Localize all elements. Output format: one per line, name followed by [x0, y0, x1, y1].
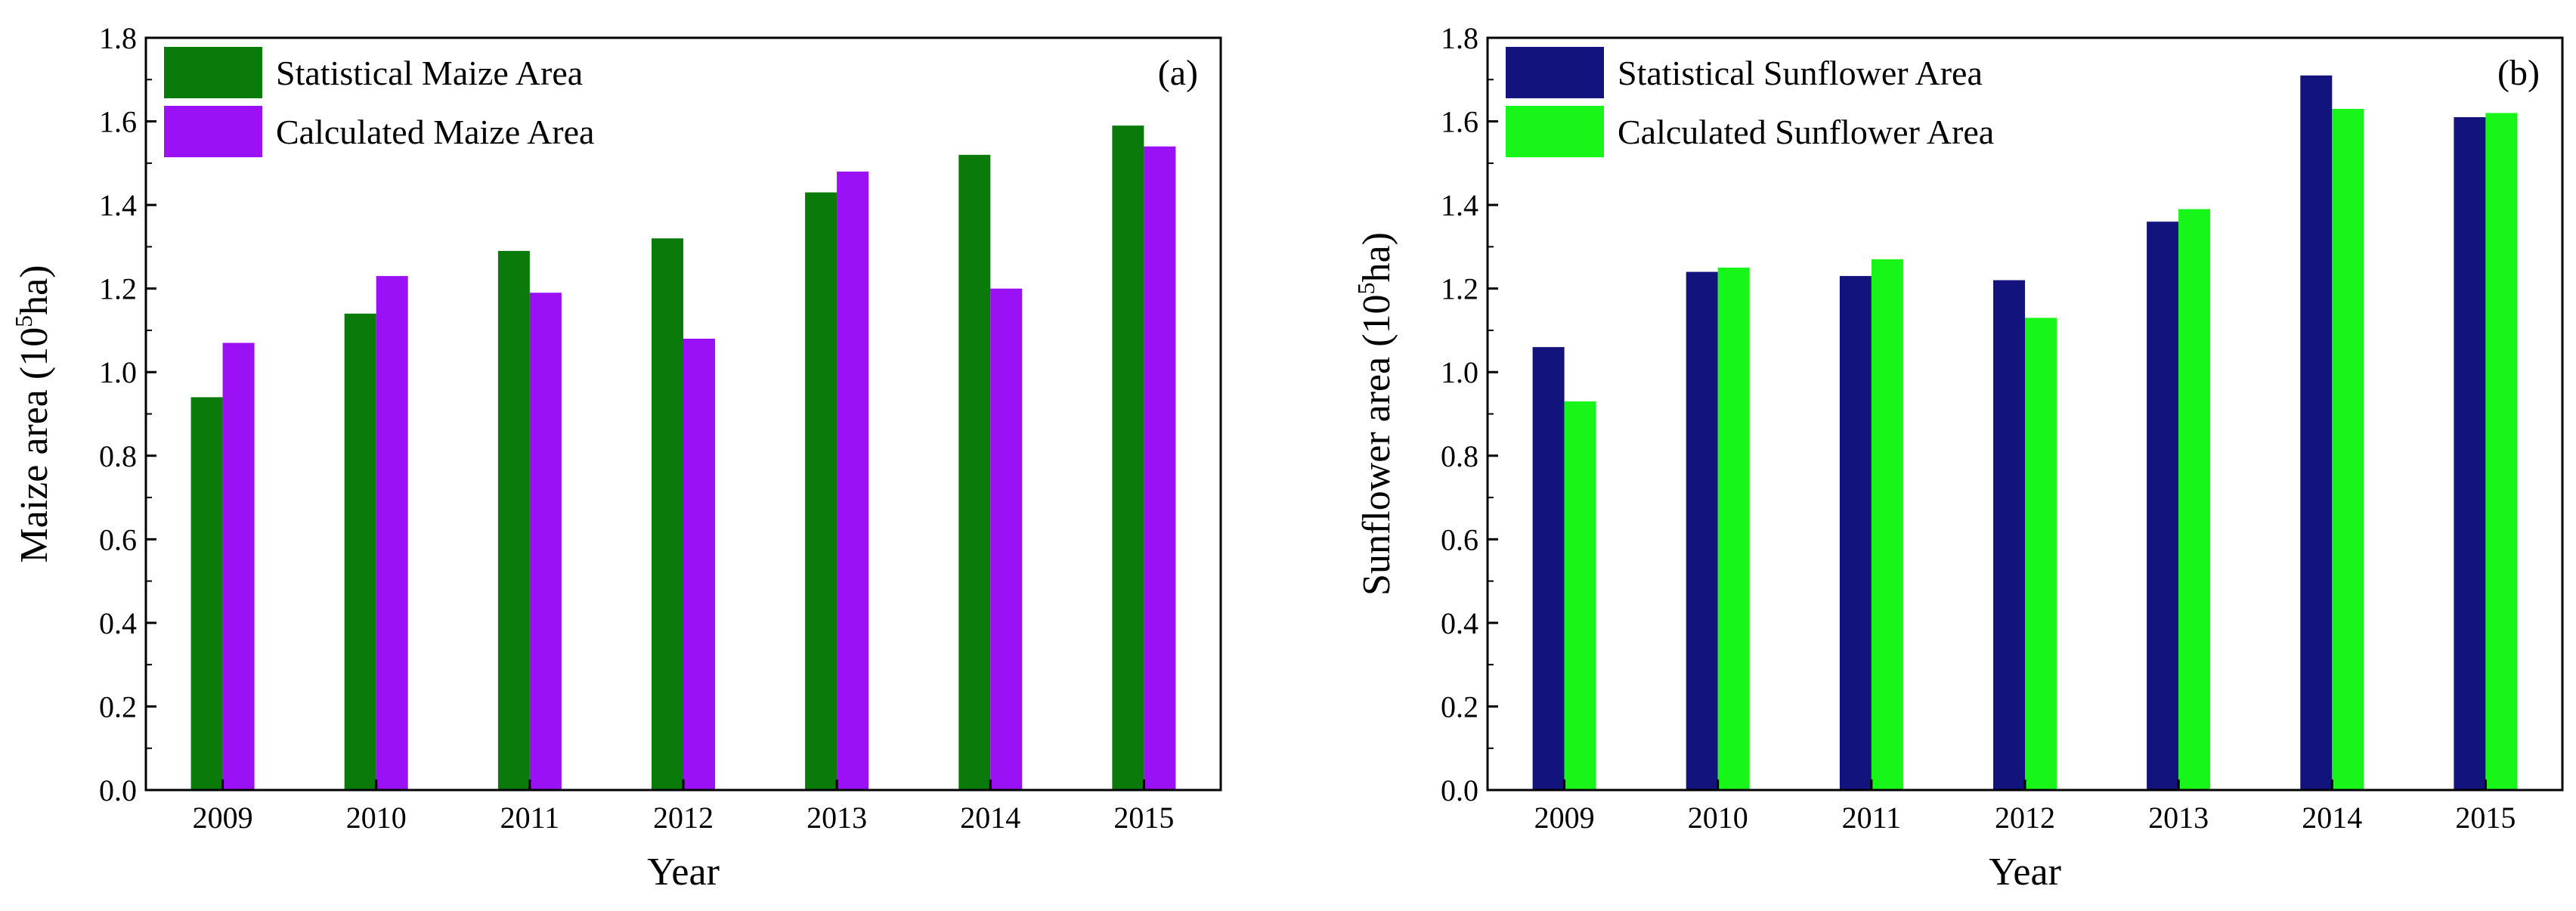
legend-swatch-0: [164, 47, 262, 98]
y-tick-label: 0.6: [99, 522, 137, 556]
y-tick-label: 0.0: [1441, 773, 1478, 807]
bar-a-s0-2012: [652, 238, 683, 790]
x-tick-label: 2009: [1534, 801, 1595, 835]
x-tick-label: 2011: [1842, 801, 1902, 835]
y-axis-title: Sunflower area (105ha): [1352, 232, 1398, 596]
y-tick-label: 0.0: [99, 773, 137, 807]
y-axis-title-main: Maize area (10: [13, 327, 56, 563]
bar-b-s0-2014: [2300, 75, 2333, 791]
legend-label-1: Calculated Maize Area: [276, 113, 594, 151]
bar-b-s1-2009: [1564, 401, 1596, 790]
bar-b-s0-2012: [1993, 280, 2025, 791]
bar-a-s1-2010: [376, 276, 408, 791]
y-tick-label: 1.4: [99, 188, 137, 222]
legend-swatch-0: [1506, 47, 1604, 98]
bar-a-s0-2009: [190, 397, 223, 790]
bar-b-s0-2015: [2454, 117, 2486, 790]
y-tick-label: 0.8: [99, 439, 137, 473]
y-tick-label: 1.2: [1441, 272, 1478, 306]
bar-a-s1-2013: [837, 171, 869, 790]
bar-a-s0-2010: [344, 313, 376, 790]
panel-label: (a): [1158, 53, 1198, 93]
legend-label-0: Statistical Maize Area: [276, 54, 583, 92]
y-tick-label: 1.6: [1441, 105, 1478, 139]
bar-a-s1-2012: [683, 339, 715, 790]
y-tick-label: 1.4: [1441, 188, 1478, 222]
x-tick-label: 2012: [1995, 801, 2055, 835]
bar-b-s0-2011: [1839, 276, 1872, 791]
panel-label: (b): [2497, 53, 2540, 93]
x-tick-label: 2013: [807, 801, 867, 835]
x-tick-label: 2015: [1113, 801, 1174, 835]
y-tick-label: 1.0: [99, 355, 137, 389]
x-tick-label: 2010: [1688, 801, 1748, 835]
bar-b-s0-2013: [2147, 222, 2179, 790]
x-tick-label: 2015: [2455, 801, 2516, 835]
y-axis-title-sup: 5: [10, 315, 37, 327]
bar-b-s1-2015: [2485, 113, 2518, 790]
bar-a-s1-2009: [222, 342, 255, 790]
y-tick-label: 0.2: [1441, 689, 1478, 724]
bar-a-s0-2011: [497, 250, 530, 790]
y-tick-label: 0.2: [99, 689, 137, 724]
bar-b-s1-2011: [1871, 259, 1903, 790]
y-axis-title: Maize area (105ha): [10, 265, 56, 562]
bar-b-s1-2010: [1717, 268, 1750, 790]
legend-swatch-1: [164, 106, 262, 157]
y-tick-label: 1.0: [1441, 355, 1478, 389]
y-axis-title-sup: 5: [1352, 282, 1379, 294]
y-tick-label: 1.6: [99, 105, 137, 139]
bar-b-s1-2012: [2025, 318, 2057, 790]
bar-a-s0-2015: [1112, 125, 1144, 791]
x-tick-label: 2009: [193, 801, 253, 835]
y-tick-label: 0.4: [1441, 606, 1478, 640]
bar-a-s1-2011: [529, 293, 562, 790]
x-tick-label: 2014: [960, 801, 1020, 835]
bar-b-s0-2009: [1532, 347, 1565, 791]
bar-a-s1-2015: [1144, 146, 1176, 790]
bar-b-s0-2010: [1686, 271, 1718, 791]
bar-a-s0-2014: [958, 154, 991, 791]
y-tick-label: 1.8: [99, 21, 137, 55]
y-tick-label: 1.2: [99, 272, 137, 306]
y-axis-title-tail: ha): [13, 265, 56, 315]
bar-b-s1-2013: [2178, 209, 2211, 791]
x-tick-label: 2010: [346, 801, 407, 835]
x-axis-title: Year: [647, 851, 720, 894]
y-axis-title-tail: ha): [1355, 232, 1398, 282]
panel-a: 0.0 0.2 0.4 0.6 0.8 1.0 1.2 1.4 1.6 1.8 2009 2010 20…: [10, 21, 1222, 894]
x-tick-label: 2012: [653, 801, 714, 835]
x-tick-label: 2011: [500, 801, 560, 835]
bar-a-s0-2013: [805, 192, 838, 790]
legend-swatch-1: [1506, 106, 1604, 157]
legend-label-0: Statistical Sunflower Area: [1618, 54, 1983, 92]
y-tick-label: 0.4: [99, 606, 137, 640]
bar-a-s1-2014: [990, 288, 1023, 790]
y-tick-label: 1.8: [1441, 21, 1478, 55]
x-tick-label: 2013: [2148, 801, 2209, 835]
x-tick-label: 2014: [2302, 801, 2362, 835]
y-axis-title-main: Sunflower area (10: [1355, 294, 1398, 596]
bar-b-s1-2014: [2332, 109, 2364, 790]
panel-b: 0.0 0.2 0.4 0.6 0.8 1.0 1.2 1.4 1.6 1.8 2009 2010 20…: [1352, 21, 2564, 894]
legend-label-1: Calculated Sunflower Area: [1618, 113, 1994, 151]
y-tick-label: 0.8: [1441, 439, 1478, 473]
x-axis-title: Year: [1989, 851, 2061, 894]
y-tick-label: 0.6: [1441, 522, 1478, 556]
